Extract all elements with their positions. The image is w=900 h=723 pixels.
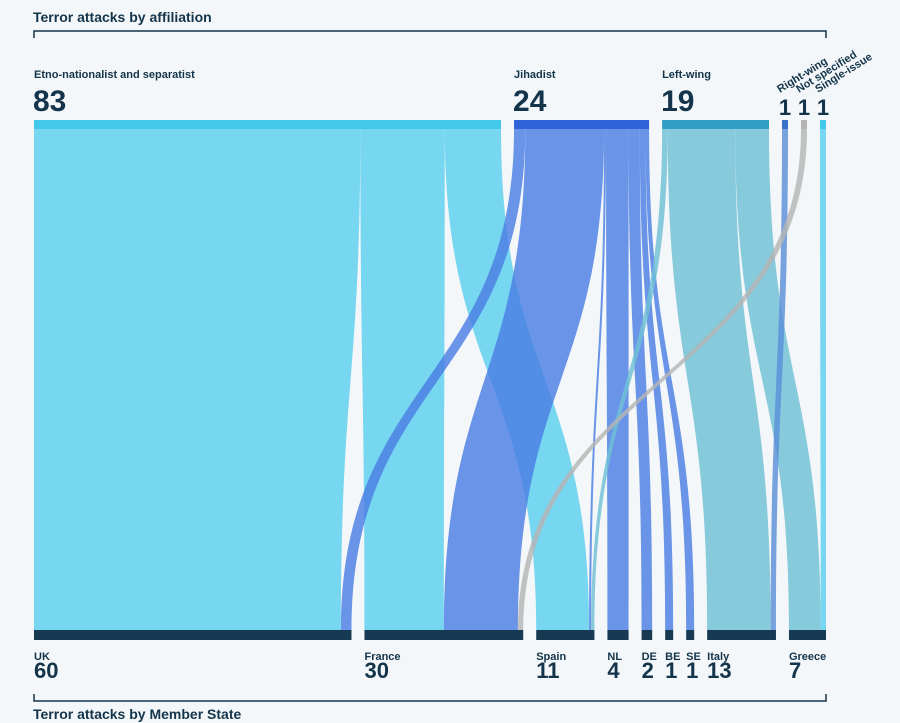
bottom-bracket: [33, 694, 827, 702]
target-bar-de: [641, 630, 653, 640]
bottom-title: Terror attacks by Member State: [33, 706, 241, 722]
target-value-be: 1: [665, 658, 677, 683]
flow-etno-to-uk: [34, 129, 361, 630]
source-bar-single-issue: [820, 120, 826, 129]
target-bar-greece: [788, 630, 826, 640]
target-label-italy: Italy: [707, 651, 730, 663]
target-bar-uk: [34, 630, 352, 640]
source-value-single-issue: 1: [817, 95, 829, 120]
target-value-france: 30: [364, 658, 388, 683]
source-label-left-wing: Left-wing: [662, 69, 711, 81]
source-bar-etno-nationalist-and-separatist: [34, 120, 502, 129]
flow-jihadist-to-nl: [606, 129, 629, 630]
flow-left-to-italy: [667, 129, 771, 630]
flow-jihadist-to-de: [628, 129, 653, 630]
target-label-uk: UK: [34, 651, 50, 663]
target-value-spain: 11: [536, 658, 559, 683]
flow-notspec-to-france: [517, 129, 807, 630]
target-label-france: France: [364, 651, 400, 663]
source-labels: Etno-nationalist and separatist 83 Jihadis…: [33, 49, 875, 120]
target-value-nl: 4: [607, 658, 620, 683]
flow-links: [34, 129, 826, 630]
flow-jihadist-to-be: [639, 129, 674, 630]
source-bar-not-specified: [801, 120, 807, 129]
target-label-de: DE: [642, 651, 657, 663]
target-labels: UK60France30Spain11NL4DE2BE1SE1Italy13Gr…: [34, 651, 826, 683]
target-bar-italy: [707, 630, 776, 640]
target-value-greece: 7: [789, 658, 801, 683]
target-bar-spain: [536, 630, 595, 640]
target-label-spain: Spain: [536, 651, 566, 663]
target-label-nl: NL: [607, 651, 622, 663]
source-label-jihadist: Jihadist: [514, 69, 556, 81]
flow-jihadist-to-spain: [589, 129, 607, 630]
target-bar-nl: [607, 630, 629, 640]
source-bars: [34, 120, 826, 129]
flow-etno-to-france: [360, 129, 445, 630]
target-value-italy: 13: [707, 658, 731, 683]
target-bar-france: [364, 630, 524, 640]
source-value-left-wing: 19: [661, 85, 694, 118]
source-bar-right-wing: [782, 120, 788, 129]
target-bar-se: [686, 630, 695, 640]
target-value-de: 2: [642, 658, 654, 683]
source-bar-left-wing: [662, 120, 769, 129]
source-value-etno-nationalist-and-separatist: 83: [33, 85, 66, 118]
source-value-right-wing: 1: [779, 95, 791, 120]
source-value-not-specified: 1: [798, 95, 810, 120]
target-bars: [34, 630, 826, 640]
target-label-greece: Greece: [789, 651, 826, 663]
target-label-se: SE: [686, 651, 701, 663]
flow-jihadist-to-uk: [340, 129, 526, 630]
top-bracket: [33, 30, 827, 38]
source-label-etno-nationalist-and-separatist: Etno-nationalist and separatist: [34, 69, 195, 81]
source-value-jihadist: 24: [513, 85, 547, 118]
chart-title: Terror attacks by affiliation: [33, 9, 212, 25]
target-value-uk: 60: [34, 658, 58, 683]
source-bar-jihadist: [514, 120, 650, 129]
flow-single-to-greece: [820, 129, 826, 630]
target-bar-be: [665, 630, 674, 640]
flow-left-to-spain: [591, 129, 668, 630]
flow-jihadist-to-france: [443, 129, 605, 630]
target-label-be: BE: [665, 651, 680, 663]
target-value-se: 1: [686, 658, 698, 683]
flow-jihadist-to-se: [645, 129, 695, 630]
flow-right-to-italy: [770, 129, 788, 630]
